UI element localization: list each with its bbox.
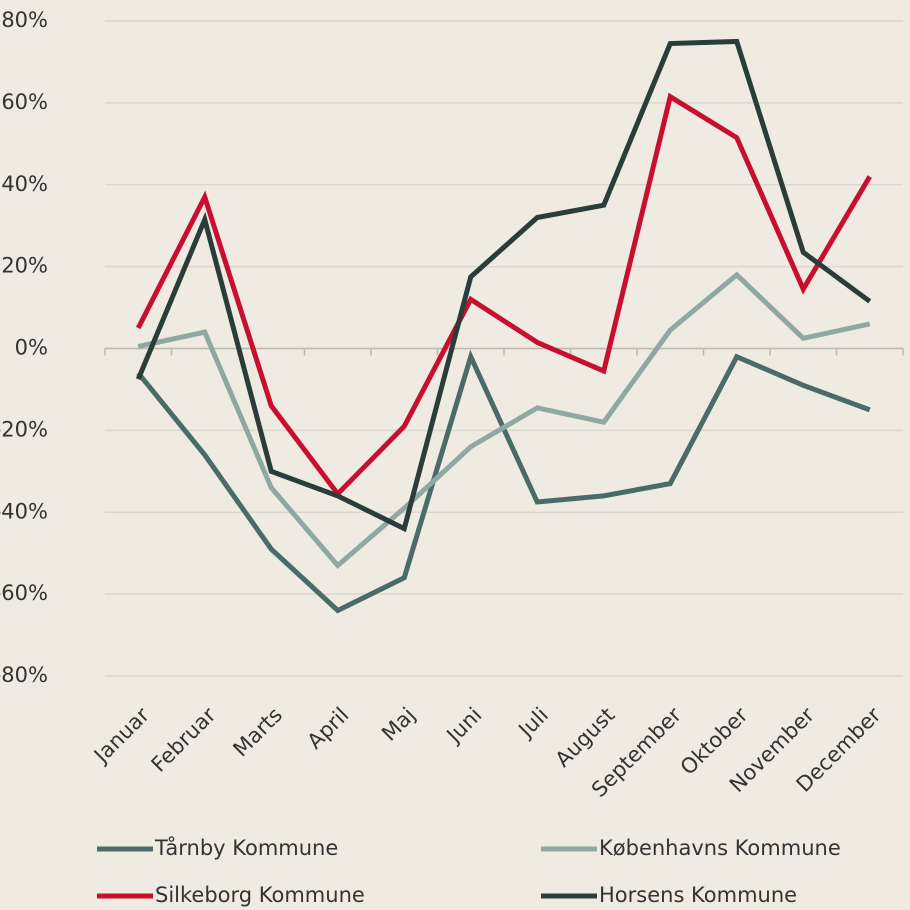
legend-label: Tårnby Kommune — [154, 835, 338, 860]
x-tick-label: Maj — [377, 703, 420, 746]
y-tick-label: -20% — [0, 417, 48, 441]
y-tick-label: 80% — [1, 8, 48, 32]
series-line — [135, 38, 872, 533]
series-line — [136, 92, 872, 498]
x-tick-label: Juni — [441, 703, 487, 749]
y-tick-label: -60% — [0, 581, 48, 605]
y-tick-label: 60% — [1, 90, 48, 114]
legend-label: Horsens Kommune — [599, 883, 797, 907]
legend-label: Københavns Kommune — [599, 836, 841, 860]
legend-label: Silkeborg Kommune — [155, 883, 365, 907]
y-tick-label: -80% — [0, 663, 48, 687]
y-tick-label: 20% — [1, 254, 48, 278]
x-tick-label: Januar — [88, 703, 154, 769]
x-tick-label: April — [303, 703, 354, 754]
x-tick-label: Februar — [147, 703, 221, 777]
x-tick-label: Juli — [513, 703, 553, 743]
series-line — [136, 349, 871, 614]
y-tick-label: 0% — [15, 336, 48, 360]
y-tick-label: 40% — [1, 172, 48, 196]
x-tick-label: Marts — [228, 703, 287, 762]
y-tick-label: -40% — [0, 499, 48, 523]
series-line — [137, 271, 871, 570]
